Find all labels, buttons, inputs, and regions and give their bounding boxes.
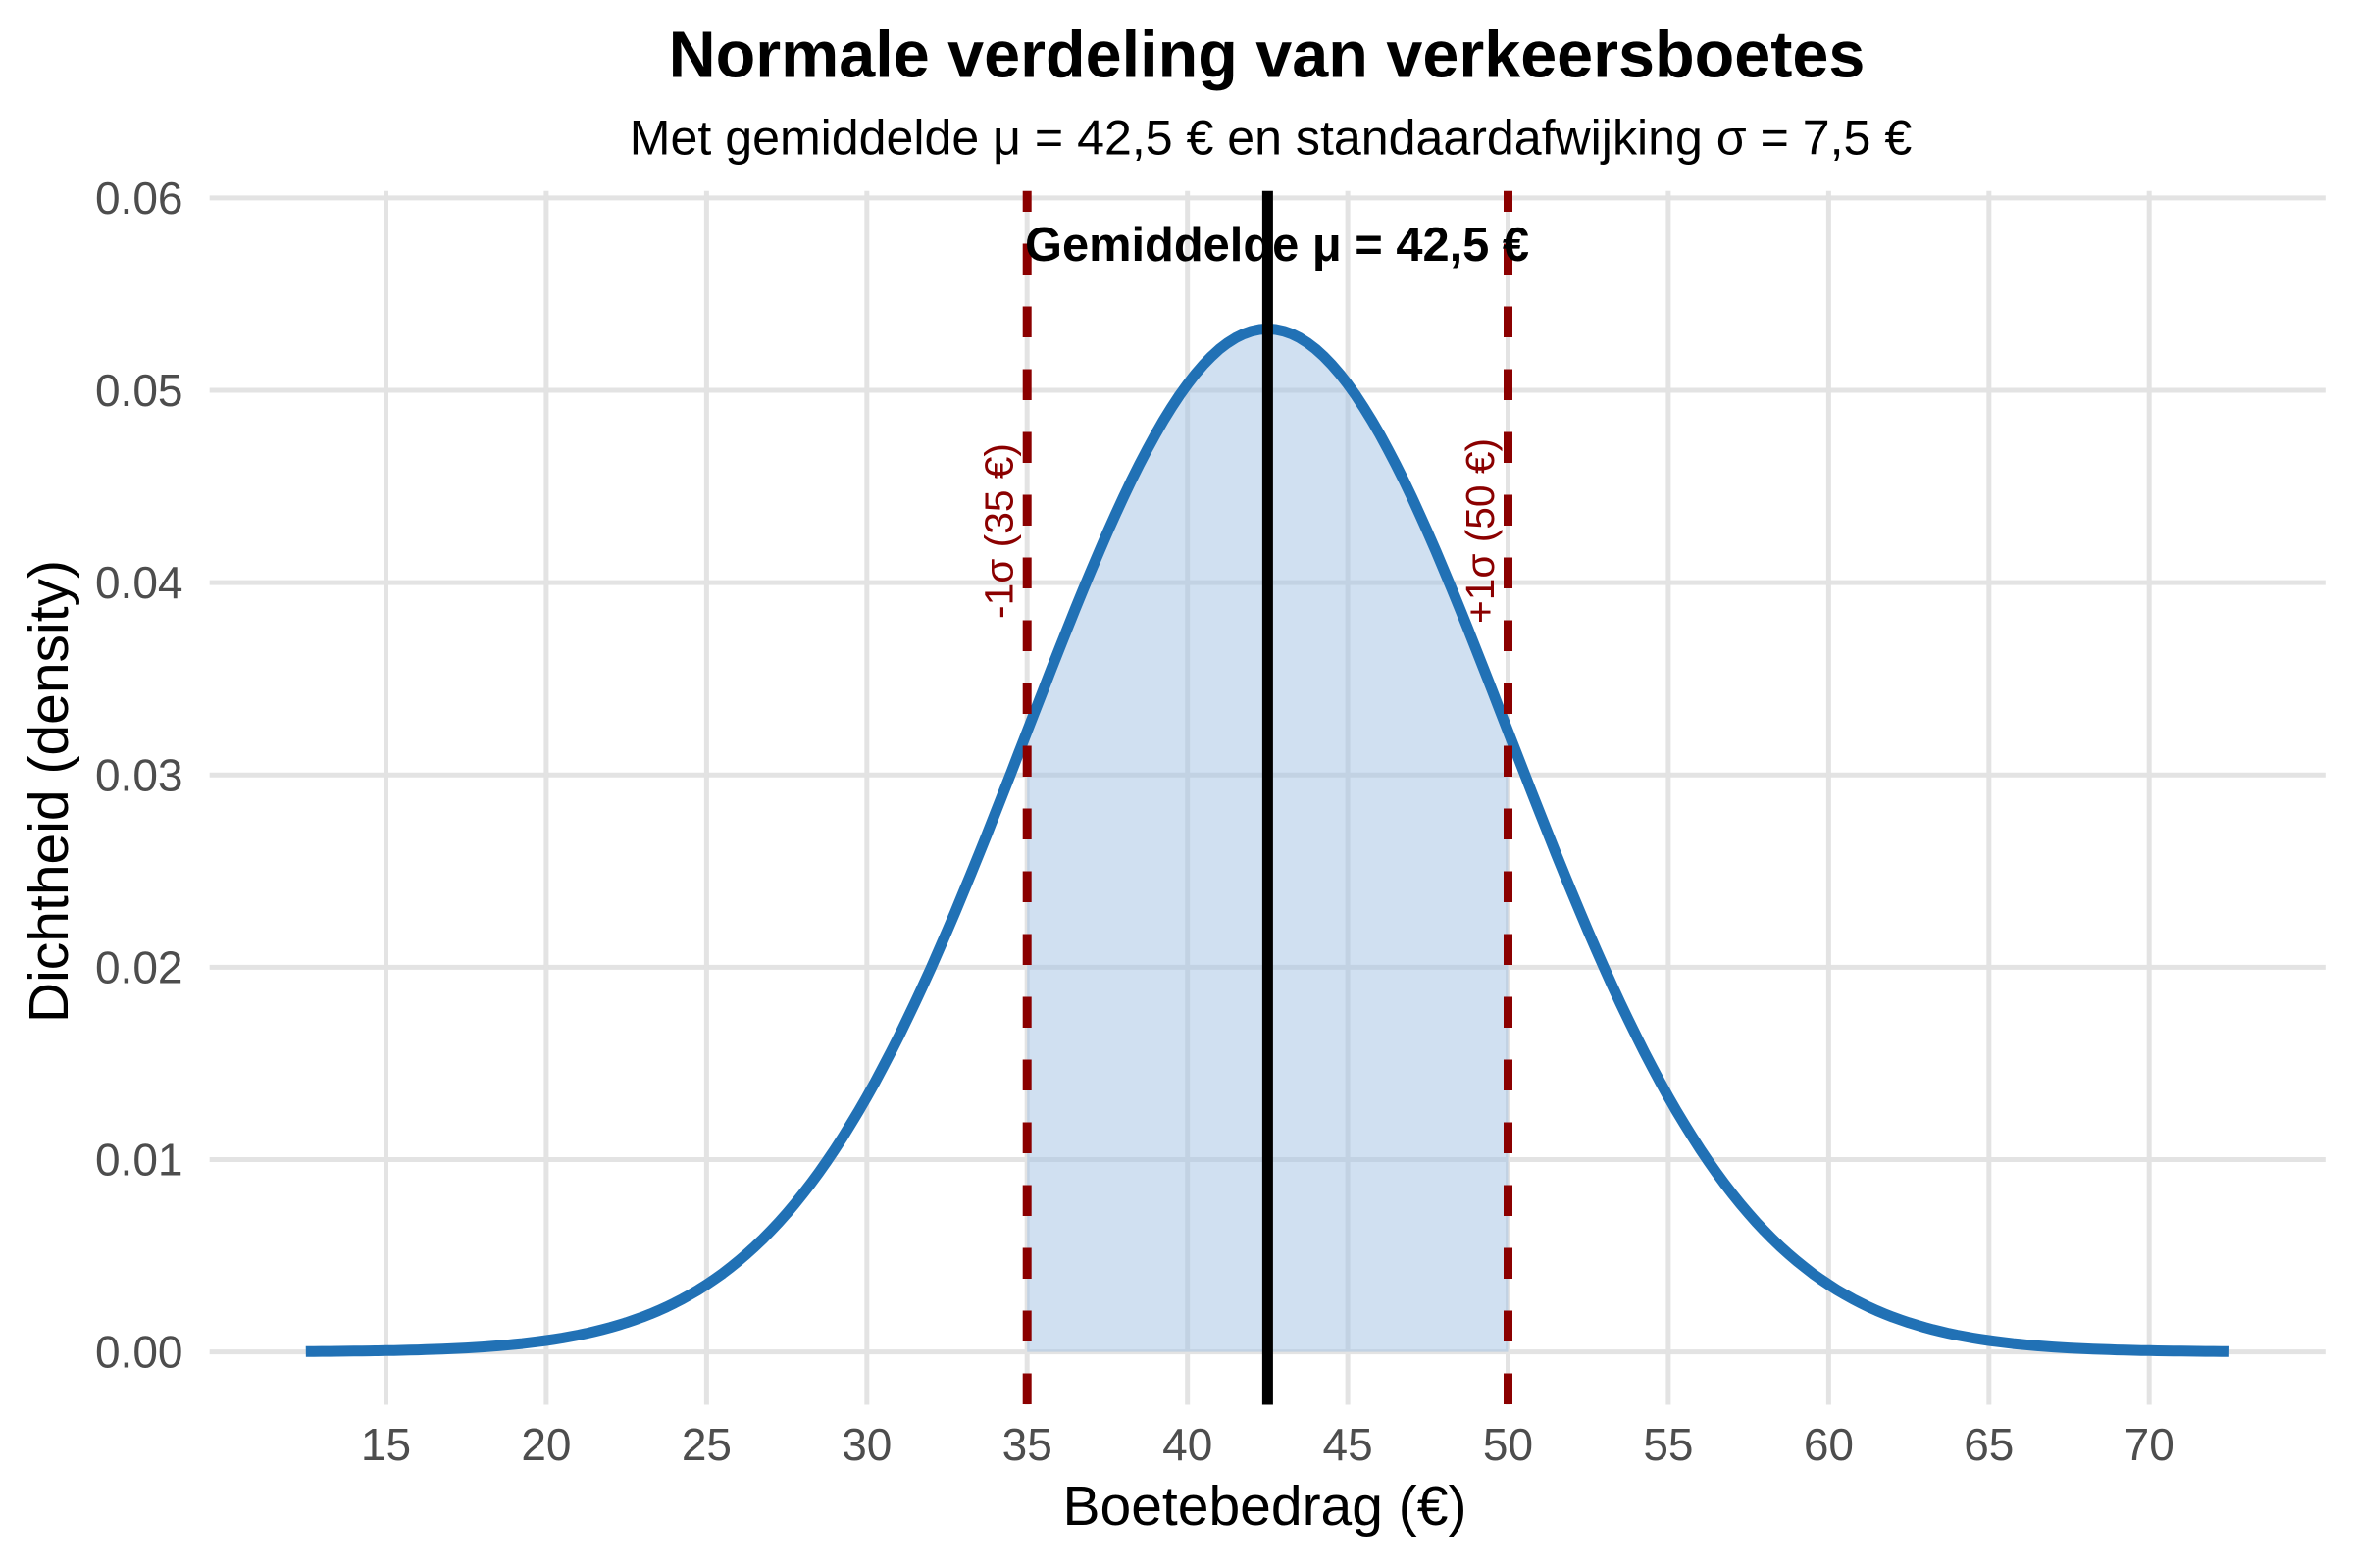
- svg-text:Normale verdeling van verkeers: Normale verdeling van verkeersboetes: [669, 20, 1866, 92]
- svg-text:0.01: 0.01: [95, 1135, 183, 1186]
- svg-text:-1σ (35 €): -1σ (35 €): [977, 443, 1022, 619]
- svg-text:0.05: 0.05: [95, 365, 183, 416]
- svg-text:Gemiddelde μ = 42,5 €: Gemiddelde μ = 42,5 €: [1025, 219, 1529, 272]
- svg-text:0.03: 0.03: [95, 749, 183, 800]
- svg-text:70: 70: [2124, 1419, 2175, 1470]
- svg-text:15: 15: [361, 1419, 411, 1470]
- svg-text:30: 30: [842, 1419, 892, 1470]
- svg-text:0.04: 0.04: [95, 557, 183, 608]
- svg-text:50: 50: [1483, 1419, 1533, 1470]
- svg-text:35: 35: [1002, 1419, 1052, 1470]
- svg-text:45: 45: [1323, 1419, 1373, 1470]
- svg-text:0.06: 0.06: [95, 173, 183, 224]
- svg-text:Met gemiddelde μ = 42,5 € en s: Met gemiddelde μ = 42,5 € en standaardaf…: [630, 111, 1913, 166]
- svg-text:Boetebedrag (€): Boetebedrag (€): [1063, 1475, 1467, 1538]
- svg-text:0.00: 0.00: [95, 1327, 183, 1378]
- svg-text:40: 40: [1162, 1419, 1212, 1470]
- svg-text:20: 20: [521, 1419, 571, 1470]
- svg-text:Dichtheid (density): Dichtheid (density): [18, 560, 80, 1023]
- svg-text:65: 65: [1964, 1419, 2014, 1470]
- svg-text:25: 25: [682, 1419, 732, 1470]
- svg-text:60: 60: [1804, 1419, 1854, 1470]
- svg-text:+1σ (50 €): +1σ (50 €): [1458, 438, 1503, 624]
- svg-text:55: 55: [1643, 1419, 1693, 1470]
- svg-text:0.02: 0.02: [95, 942, 183, 993]
